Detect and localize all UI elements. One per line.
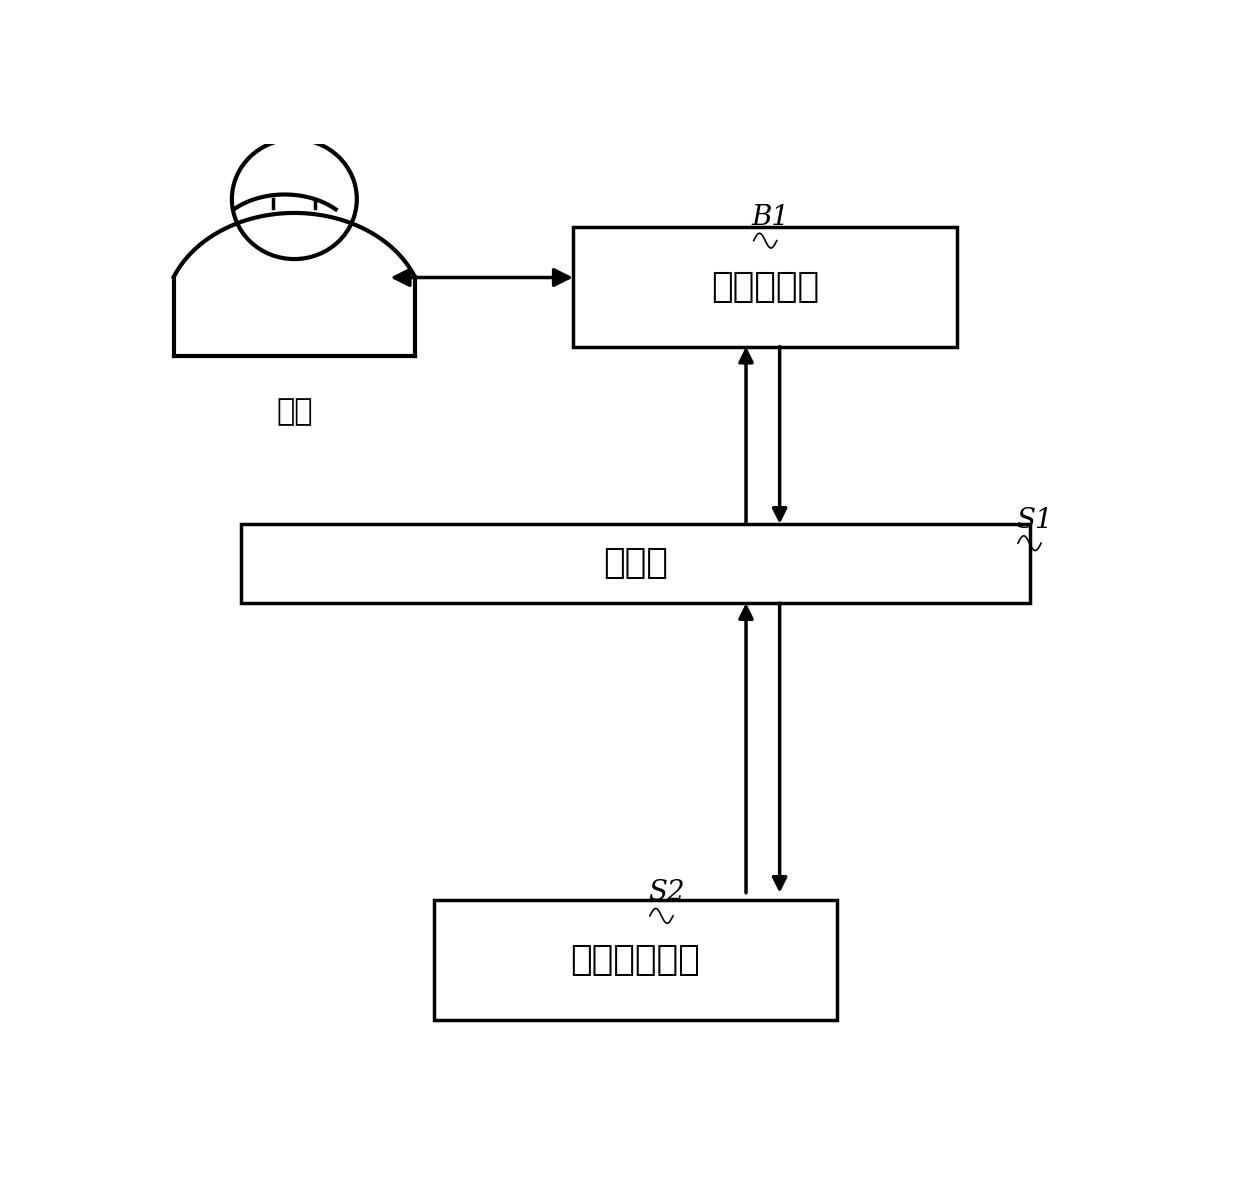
Text: B1: B1: [751, 204, 789, 231]
Text: S1: S1: [1016, 507, 1053, 533]
Text: 客户端设备: 客户端设备: [712, 270, 820, 304]
Text: 用户: 用户: [277, 397, 312, 425]
Bar: [242, 525, 1029, 603]
Text: 数据库服务器: 数据库服务器: [570, 943, 701, 978]
Text: S2: S2: [649, 879, 684, 907]
Text: 服务器: 服务器: [603, 546, 668, 581]
Bar: [573, 226, 957, 346]
Bar: [434, 900, 837, 1021]
